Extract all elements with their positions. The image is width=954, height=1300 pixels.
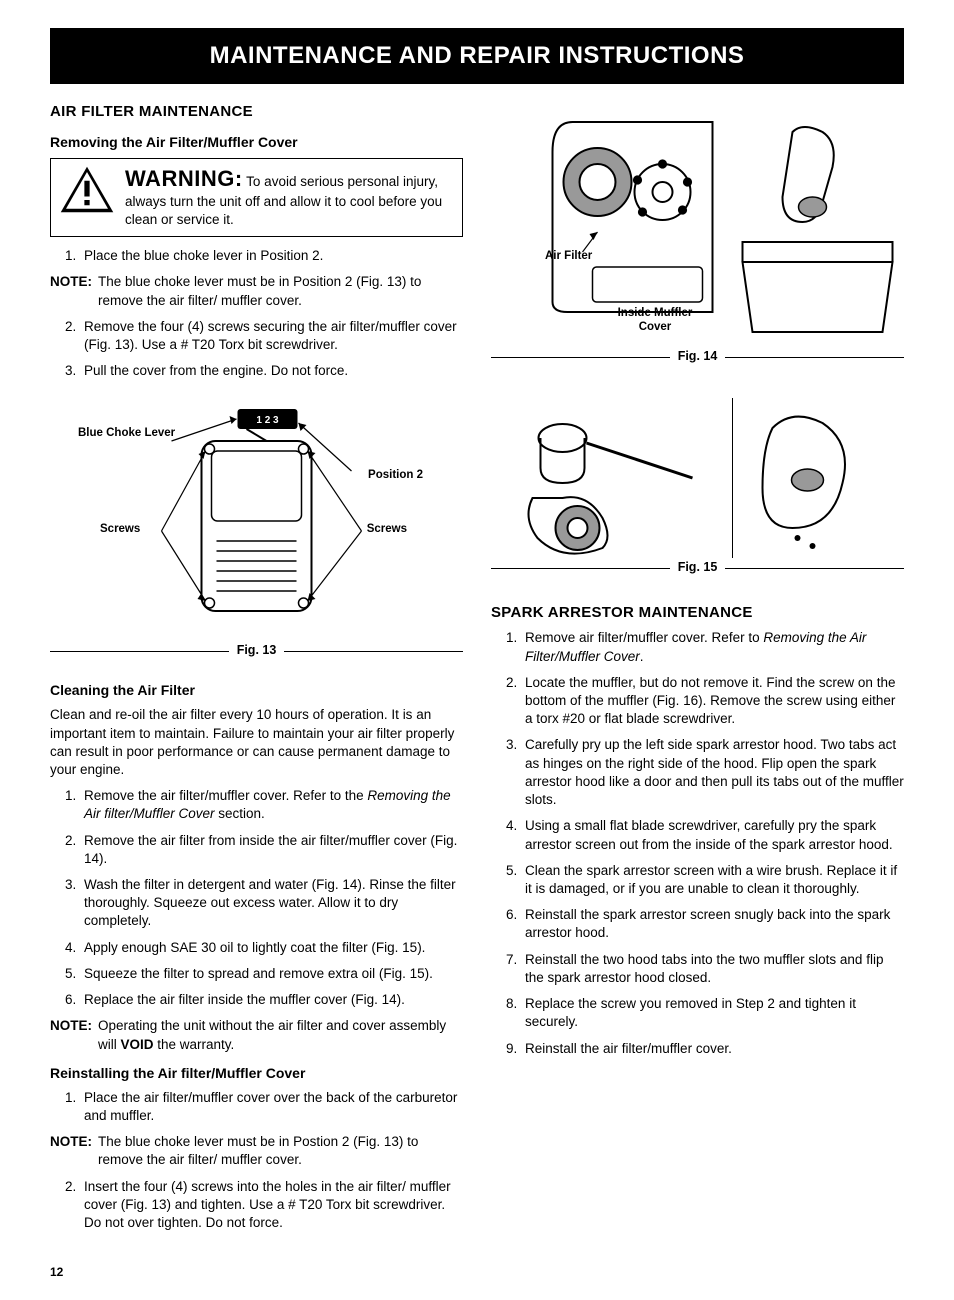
note-3: NOTE: The blue choke lever must be in Po…: [50, 1133, 463, 1169]
figure-13: 1 2 3: [50, 391, 463, 668]
note-body: The blue choke lever must be in Position…: [98, 273, 463, 309]
note-body: Operating the unit without the air filte…: [98, 1017, 463, 1053]
fig13-label-choke: Blue Choke Lever: [78, 427, 175, 440]
reinstall-steps-2: Insert the four (4) screws into the hole…: [50, 1178, 463, 1233]
air-filter-heading: AIR FILTER MAINTENANCE: [50, 102, 463, 122]
page-number: 12: [50, 1264, 904, 1280]
step-item: Clean the spark arrestor screen with a w…: [521, 862, 904, 898]
right-column: Air Filter Inside Muffler Cover Fig. 14: [491, 102, 904, 1240]
note-2: NOTE: Operating the unit without the air…: [50, 1017, 463, 1053]
warning-triangle-icon: [59, 165, 115, 219]
step-item: Remove the air filter/muffler cover. Ref…: [80, 787, 463, 823]
step-item: Carefully pry up the left side spark arr…: [521, 736, 904, 809]
cleaning-steps: Remove the air filter/muffler cover. Ref…: [50, 787, 463, 1009]
step-item: Apply enough SAE 30 oil to lightly coat …: [80, 939, 463, 957]
step-item: Reinstall the air filter/muffler cover.: [521, 1040, 904, 1058]
figure-14: Air Filter Inside Muffler Cover Fig. 14: [491, 112, 904, 374]
fig15-illustration: [491, 388, 904, 568]
fig13-label-screws-l: Screws: [100, 523, 140, 536]
cleaning-intro: Clean and re-oil the air filter every 10…: [50, 706, 463, 779]
note-label: NOTE:: [50, 273, 98, 309]
step-item: Reinstall the two hood tabs into the two…: [521, 951, 904, 987]
step-item: Wash the filter in detergent and water (…: [80, 876, 463, 931]
step-item: Replace the air filter inside the muffle…: [80, 991, 463, 1009]
fig14-label-airfilter: Air Filter: [545, 250, 592, 263]
page-banner: MAINTENANCE AND REPAIR INSTRUCTIONS: [50, 28, 904, 84]
step-item: Reinstall the spark arrestor screen snug…: [521, 906, 904, 942]
step-item: Pull the cover from the engine. Do not f…: [80, 362, 463, 380]
reinstall-heading: Reinstalling the Air filter/Muffler Cove…: [50, 1064, 463, 1083]
spark-arrestor-heading: SPARK ARRESTOR MAINTENANCE: [491, 603, 904, 623]
step-item: Place the blue choke lever in Position 2…: [80, 247, 463, 265]
figure-15: Fig. 15: [491, 388, 904, 585]
left-column: AIR FILTER MAINTENANCE Removing the Air …: [50, 102, 463, 1240]
spark-steps: Remove air filter/muffler cover. Refer t…: [491, 629, 904, 1057]
two-column-layout: AIR FILTER MAINTENANCE Removing the Air …: [50, 102, 904, 1240]
step-item: Remove the four (4) screws securing the …: [80, 318, 463, 354]
note-label: NOTE:: [50, 1017, 98, 1053]
step-item: Remove the air filter from inside the ai…: [80, 832, 463, 868]
reinstall-steps-1: Place the air filter/muffler cover over …: [50, 1089, 463, 1125]
step-item: Locate the muffler, but do not remove it…: [521, 674, 904, 729]
fig13-caption: Fig. 13: [50, 651, 463, 668]
warning-lead: WARNING:: [125, 166, 243, 191]
note-label: NOTE:: [50, 1133, 98, 1169]
removing-steps-1: Place the blue choke lever in Position 2…: [50, 247, 463, 265]
fig13-label-screws-r: Screws: [367, 523, 407, 536]
step-item: Squeeze the filter to spread and remove …: [80, 965, 463, 983]
step-item: Using a small flat blade screwdriver, ca…: [521, 817, 904, 853]
step-item: Replace the screw you removed in Step 2 …: [521, 995, 904, 1031]
step-item: Insert the four (4) screws into the hole…: [80, 1178, 463, 1233]
cleaning-heading: Cleaning the Air Filter: [50, 681, 463, 700]
step-item: Remove air filter/muffler cover. Refer t…: [521, 629, 904, 665]
warning-text: WARNING: To avoid serious personal injur…: [125, 165, 452, 229]
warning-box: WARNING: To avoid serious personal injur…: [50, 158, 463, 238]
note-body: The blue choke lever must be in Postion …: [98, 1133, 463, 1169]
fig14-caption: Fig. 14: [491, 357, 904, 374]
svg-text:1 2 3: 1 2 3: [256, 415, 279, 426]
removing-cover-heading: Removing the Air Filter/Muffler Cover: [50, 133, 463, 152]
note-1: NOTE: The blue choke lever must be in Po…: [50, 273, 463, 309]
step-item: Place the air filter/muffler cover over …: [80, 1089, 463, 1125]
fig13-label-pos2: Position 2: [368, 469, 423, 482]
fig14-label-muffler: Inside Muffler Cover: [605, 307, 705, 333]
removing-steps-2: Remove the four (4) screws securing the …: [50, 318, 463, 381]
fig15-caption: Fig. 15: [491, 568, 904, 585]
